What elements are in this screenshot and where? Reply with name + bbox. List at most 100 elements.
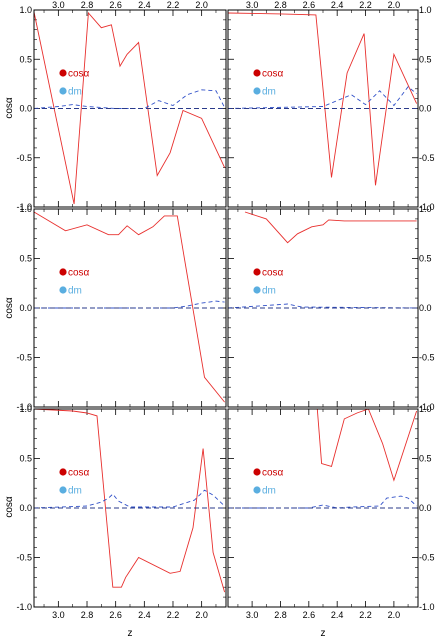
legend-label-dm: dm [262,87,276,98]
x-tick-label-bottom: 3.0 [246,610,259,620]
panel-frame [227,408,419,608]
panel-frame [227,208,419,408]
y-tick-label-left: 1.0 [19,404,32,414]
x-tick-label-top: 2.4 [331,0,344,10]
legend-marker-cos [59,69,67,77]
series-line-dm [34,300,225,309]
y-tick-label-left: 0.0 [19,303,32,313]
x-tick-label-top: 2.8 [81,0,94,10]
y-tick-label-left: 1.0 [19,204,32,214]
x-tick-label-top: 2.4 [138,0,151,10]
legend-label-dm: dm [68,486,82,497]
panel-frame [227,9,419,208]
y-tick-label-right: 0.0 [419,503,432,513]
series-line-dm [228,303,417,309]
legend-label-cos: cosα [68,268,90,279]
legend-marker-dm [253,286,261,294]
plot-area [228,211,418,309]
y-tick-label-right: -1.0 [419,402,435,412]
legend-marker-dm [59,486,67,494]
legend-marker-dm [59,286,67,294]
y-tick-label-left: -0.5 [16,153,32,163]
y-tick-label-right: 1.0 [419,404,432,414]
panel-bottom-right: 3.0 2.8 2.6 2.4 2.2 2.0 -1.0 -0.5 0.0 0.5 1.0 cosα d… [227,404,435,620]
legend-marker-cos [253,468,261,476]
y-tick-label-left: -1.0 [16,602,32,612]
plot-area [34,11,226,205]
y-tick-label-left: 0.5 [19,254,32,264]
legend-marker-cos [59,268,67,276]
y-tick-label-left: -0.5 [16,553,32,563]
plot-area [228,12,418,186]
y-tick-label-right: -0.5 [419,153,435,163]
series-line-dm [228,495,417,509]
x-tick-label-top: 2.0 [195,0,208,10]
x-tick-label-bottom: 2.8 [81,610,94,620]
y-tick-label-right: 0.5 [419,454,432,464]
y-tick-label-right: 0.0 [419,104,432,114]
x-tick-label-top: 2.2 [359,0,372,10]
y-tick-label-left: -1.0 [16,202,32,212]
panel-bottom-left: 3.0 2.8 2.6 2.4 2.2 2.0 -1.0 -0.5 0.0 0.5 1.0 cosα d… [16,404,227,620]
x-tick-label-bottom: 3.0 [52,610,65,620]
y-tick-label-left: 0.0 [19,503,32,513]
y-tick-label-right: -0.5 [419,553,435,563]
y-tick-label-left: 0.5 [19,454,32,464]
y-tick-label-right: 0.5 [419,54,432,64]
x-axis-label-left: z [128,628,133,639]
plot-area [34,211,226,403]
y-tick-label-right: -0.5 [419,353,435,363]
legend-label-cos: cosα [68,468,90,479]
x-tick-label-top: 2.8 [274,0,287,10]
plot-area [228,409,418,509]
x-tick-label-bottom: 2.2 [359,610,372,620]
y-tick-label-right: 0.0 [419,303,432,313]
y-tick-label-right: -1.0 [419,602,435,612]
legend-marker-cos [59,468,67,476]
x-tick-label-bottom: 2.2 [167,610,180,620]
x-tick-label-top: 2.0 [388,0,401,10]
series-line-cos [228,12,418,186]
legend-label-cos: cosα [262,468,284,479]
y-tick-label-right: -1.0 [419,202,435,212]
x-tick-label-bottom: 2.4 [331,610,344,620]
legend-label-dm: dm [68,286,82,297]
x-tick-label-top: 2.2 [167,0,180,10]
x-tick-label-bottom: 2.0 [195,610,208,620]
series-line-dm [228,86,417,109]
panel-top-right: 3.0 2.8 2.6 2.4 2.2 2.0 -1.0 -0.5 0.0 0.5 1.0 cosα d… [227,0,435,212]
y-axis-label-top: cosα [4,97,15,119]
y-tick-label-right: 1.0 [419,204,432,214]
legend-label-cos: cosα [262,69,284,80]
y-axis-label-bottom: cosα [4,496,15,518]
legend-marker-cos [253,268,261,276]
x-tick-label-top: 2.6 [109,0,122,10]
legend-marker-dm [253,87,261,95]
y-tick-label-left: 0.0 [19,104,32,114]
legend-label-cos: cosα [262,268,284,279]
legend-label-cos: cosα [68,69,90,80]
series-line-dm [34,489,225,509]
panel-top-left: 3.0 2.8 2.6 2.4 2.2 2.0 -1.0 -0.5 0.0 0.5 1.0 cosα d… [16,0,227,212]
series-line-cos [316,409,418,482]
y-tick-label-left: 0.5 [19,54,32,64]
x-tick-label-bottom: 2.6 [303,610,316,620]
panel-frame [33,9,227,208]
x-tick-label-bottom: 2.0 [388,610,401,620]
x-tick-label-top: 3.0 [246,0,259,10]
legend-label-dm: dm [68,87,82,98]
series-line-cos [34,409,226,593]
panel-frame [33,408,227,608]
y-tick-label-left: -1.0 [16,402,32,412]
series-line-cos [244,211,417,244]
series-line-cos [34,11,226,205]
x-tick-label-top: 2.6 [303,0,316,10]
y-axis-label-middle: cosα [4,297,15,319]
x-axis-label-right: z [321,628,326,639]
legend-marker-cos [253,69,261,77]
x-tick-label-bottom: 2.4 [138,610,151,620]
legend-marker-dm [59,87,67,95]
y-tick-label-left: -0.5 [16,353,32,363]
y-tick-label-right: 0.5 [419,254,432,264]
